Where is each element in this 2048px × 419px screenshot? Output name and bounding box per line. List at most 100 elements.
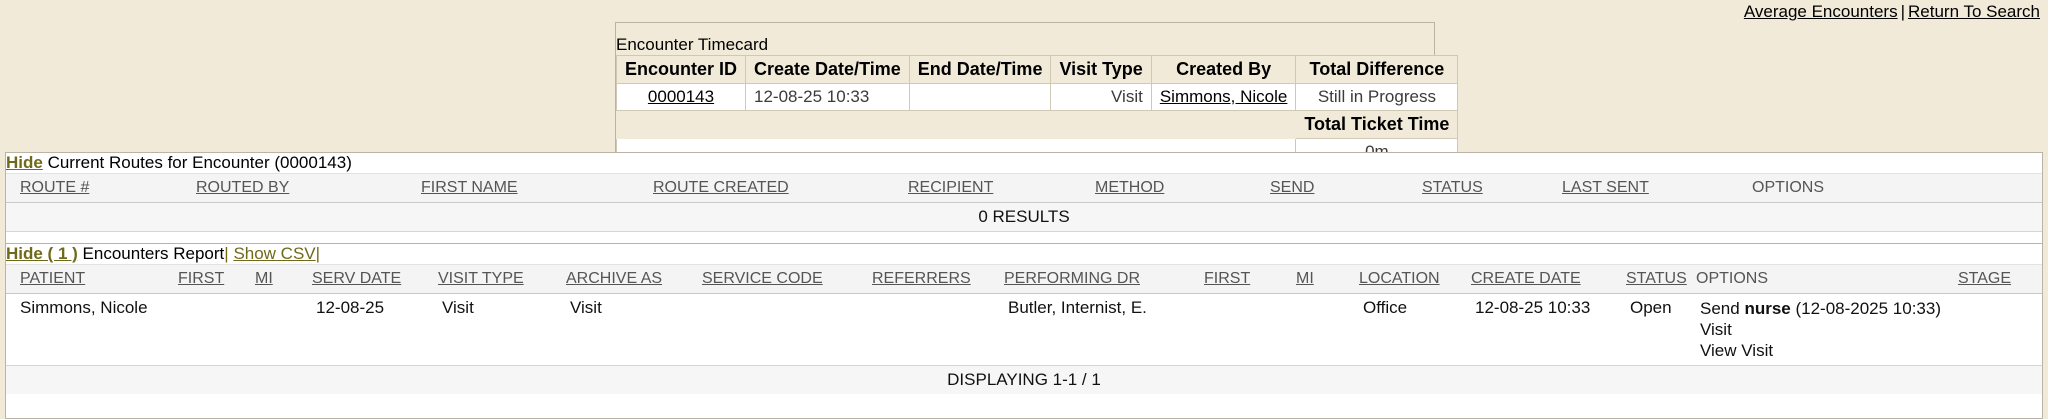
routes-col-recipient[interactable]: RECIPIENT [908,173,1095,203]
timecard-cell-visit-type: Visit [1050,83,1152,111]
show-csv-link[interactable]: Show CSV [233,244,316,263]
timecard-cell-create-datetime: 12-08-25 10:33 [745,83,910,111]
report-cell-archive-as: Visit [566,293,702,366]
report-cell-referrers [872,293,1004,366]
report-col-create-date[interactable]: CREATE DATE [1471,264,1626,294]
routes-col-last-sent[interactable]: LAST SENT [1562,173,1752,203]
routes-col-first-name[interactable]: FIRST NAME [421,173,653,203]
report-spacer-cell [6,394,2042,418]
encounters-report-table: PATIENT FIRST MI SERV DATE VISIT TYPE AR… [6,264,2042,418]
encounter-timecard-fieldset: Encounter Timecard Encounter ID Create D… [615,22,1459,167]
timecard-cell-total-difference: Still in Progress [1295,83,1459,111]
report-col-options: OPTIONS [1696,264,1958,294]
routes-empty-row: 0 RESULTS [6,202,2042,232]
routes-col-routed-by[interactable]: ROUTED BY [196,173,421,203]
report-cell-service-code [702,293,872,366]
report-cell-serv-date: 12-08-25 [312,293,438,366]
routes-col-route-created[interactable]: ROUTE CREATED [653,173,908,203]
report-col-first[interactable]: FIRST [178,264,255,294]
timecard-total-label-row: Total Ticket Time [615,110,1459,139]
encounters-report-legend: Hide ( 1 ) Encounters Report| Show CSV| [6,244,2042,264]
encounter-timecard-legend: Encounter Timecard [616,35,1434,55]
report-legend-pipe-1: | [224,244,229,263]
report-col-dr-mi[interactable]: MI [1296,264,1359,294]
timecard-col-visit-type: Visit Type [1050,55,1152,84]
current-routes-fieldset: Hide Current Routes for Encounter (00001… [5,152,2043,257]
timecard-cell-encounter-id: 0000143 [615,83,747,111]
report-cell-performing-dr: Butler, Internist, E. [1004,293,1204,366]
option-view-visit-link[interactable]: View Visit [1700,341,1774,360]
timecard-header-row: Encounter ID Create Date/Time End Date/T… [615,55,1459,84]
report-cell-mi [255,293,312,366]
encounters-report-fieldset: Hide ( 1 ) Encounters Report| Show CSV| … [5,243,2043,419]
encounter-id-link[interactable]: 0000143 [647,87,715,106]
report-col-visit-type[interactable]: VISIT TYPE [438,264,566,294]
report-cell-create-date: 12-08-25 10:33 [1471,293,1626,366]
option-send-prefix: Send [1700,299,1745,318]
report-cell-visit-type: Visit [438,293,566,366]
report-cell-stage [1958,293,2042,366]
report-cell-status: Open [1626,293,1696,366]
report-col-performing-dr[interactable]: PERFORMING DR [1004,264,1204,294]
timecard-cell-created-by: Simmons, Nicole [1150,83,1297,111]
report-cell-location: Office [1359,293,1471,366]
report-col-serv-date[interactable]: SERV DATE [312,264,438,294]
option-visit-link[interactable]: Visit [1700,320,1732,339]
report-hide-link[interactable]: Hide ( 1 ) [6,244,78,263]
topbar-separator: | [1900,2,1906,21]
current-routes-legend: Hide Current Routes for Encounter (00001… [6,153,2042,173]
routes-col-options: OPTIONS [1752,173,2042,203]
report-col-mi[interactable]: MI [255,264,312,294]
created-by-link[interactable]: Simmons, Nicole [1159,87,1288,106]
report-cell-dr-first [1204,293,1296,366]
current-routes-section: Hide Current Routes for Encounter (00001… [0,152,2048,257]
timecard-blank-left [615,110,1297,139]
current-routes-table: ROUTE # ROUTED BY FIRST NAME ROUTE CREAT… [6,173,2042,256]
routes-empty-message: 0 RESULTS [6,202,2042,232]
routes-col-method[interactable]: METHOD [1095,173,1270,203]
encounters-report-title: Encounters Report [82,244,225,263]
timecard-cell-end-datetime [908,83,1052,111]
current-routes-title: Current Routes for Encounter (0000143) [47,153,352,172]
timecard-col-create-datetime: Create Date/Time [745,55,910,84]
option-send-role: nurse [1744,299,1791,318]
timecard-data-row: 0000143 12-08-25 10:33 Visit Simmons, Ni… [615,83,1459,111]
timecard-col-total-difference: Total Difference [1295,55,1459,84]
total-ticket-time-label: Total Ticket Time [1295,110,1459,139]
report-footer-text: DISPLAYING 1-1 / 1 [6,365,2042,394]
report-col-service-code[interactable]: SERVICE CODE [702,264,872,294]
encounters-report-section: Hide ( 1 ) Encounters Report| Show CSV| … [0,243,2048,419]
report-footer-row: DISPLAYING 1-1 / 1 [6,365,2042,394]
routes-header-row: ROUTE # ROUTED BY FIRST NAME ROUTE CREAT… [6,173,2042,203]
table-row: Simmons, Nicole 12-08-25 Visit Visit But… [6,293,2042,366]
timecard-col-end-datetime: End Date/Time [908,55,1052,84]
report-spacer-row [6,394,2042,418]
report-cell-first [178,293,255,366]
report-header-row: PATIENT FIRST MI SERV DATE VISIT TYPE AR… [6,264,2042,294]
routes-col-route-number[interactable]: ROUTE # [6,173,196,203]
report-col-location[interactable]: LOCATION [1359,264,1471,294]
report-col-patient[interactable]: PATIENT [6,264,178,294]
routes-hide-link[interactable]: Hide [6,153,43,172]
routes-col-status[interactable]: STATUS [1422,173,1562,203]
report-cell-options: Send nurse (12-08-2025 10:33) Visit View… [1696,293,1958,366]
report-cell-dr-mi [1296,293,1359,366]
report-col-stage[interactable]: STAGE [1958,264,2042,294]
report-col-archive-as[interactable]: ARCHIVE AS [566,264,702,294]
encounter-timecard-table: Encounter ID Create Date/Time End Date/T… [615,55,1459,166]
option-send-line[interactable]: Send nurse (12-08-2025 10:33) [1700,298,1954,319]
encounter-timecard-title: Encounter Timecard [616,35,769,54]
routes-col-send[interactable]: SEND [1270,173,1422,203]
average-encounters-link[interactable]: Average Encounters [1743,2,1898,21]
report-cell-patient: Simmons, Nicole [6,293,178,366]
report-col-dr-first[interactable]: FIRST [1204,264,1296,294]
report-col-status[interactable]: STATUS [1626,264,1696,294]
option-send-suffix: (12-08-2025 10:33) [1790,299,1942,318]
timecard-col-created-by: Created By [1150,55,1297,84]
report-col-referrers[interactable]: REFERRERS [872,264,1004,294]
encounter-timecard-panel: Encounter Timecard Encounter ID Create D… [615,22,1459,167]
topbar: Average Encounters | Return To Search [0,0,2048,24]
return-to-search-link[interactable]: Return To Search [1908,2,2040,21]
timecard-col-encounter-id: Encounter ID [615,55,747,84]
report-legend-pipe-2: | [315,244,321,263]
